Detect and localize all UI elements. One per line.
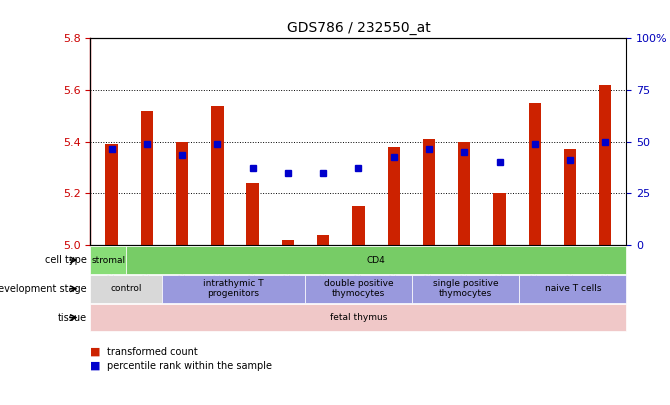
- Bar: [458, 142, 470, 245]
- Bar: [564, 149, 576, 245]
- Text: naive T cells: naive T cells: [545, 284, 601, 293]
- Bar: [247, 183, 259, 245]
- Bar: [90, 246, 126, 274]
- Text: ■: ■: [90, 347, 101, 356]
- Text: cell type: cell type: [46, 255, 87, 265]
- Text: percentile rank within the sample: percentile rank within the sample: [107, 361, 272, 371]
- Bar: [162, 275, 305, 303]
- Text: tissue: tissue: [58, 313, 87, 322]
- Bar: [141, 111, 153, 245]
- Bar: [305, 275, 412, 303]
- Text: CD4: CD4: [367, 256, 386, 264]
- Title: GDS786 / 232550_at: GDS786 / 232550_at: [287, 21, 430, 35]
- Bar: [387, 147, 400, 245]
- Text: development stage: development stage: [0, 284, 87, 294]
- Text: single positive
thymocytes: single positive thymocytes: [433, 279, 498, 298]
- Text: ■: ■: [90, 361, 101, 371]
- Bar: [519, 275, 626, 303]
- Bar: [423, 139, 435, 245]
- Bar: [211, 106, 224, 245]
- Text: stromal: stromal: [91, 256, 125, 264]
- Text: transformed count: transformed count: [107, 347, 198, 356]
- Text: control: control: [111, 284, 142, 293]
- Bar: [352, 206, 364, 245]
- Bar: [176, 142, 188, 245]
- Bar: [412, 275, 519, 303]
- Text: intrathymic T
progenitors: intrathymic T progenitors: [203, 279, 264, 298]
- Bar: [282, 240, 294, 245]
- Bar: [317, 235, 330, 245]
- Bar: [493, 194, 506, 245]
- Bar: [90, 275, 162, 303]
- Text: fetal thymus: fetal thymus: [330, 313, 387, 322]
- Bar: [529, 103, 541, 245]
- Bar: [105, 144, 118, 245]
- Bar: [599, 85, 612, 245]
- Text: double positive
thymocytes: double positive thymocytes: [324, 279, 393, 298]
